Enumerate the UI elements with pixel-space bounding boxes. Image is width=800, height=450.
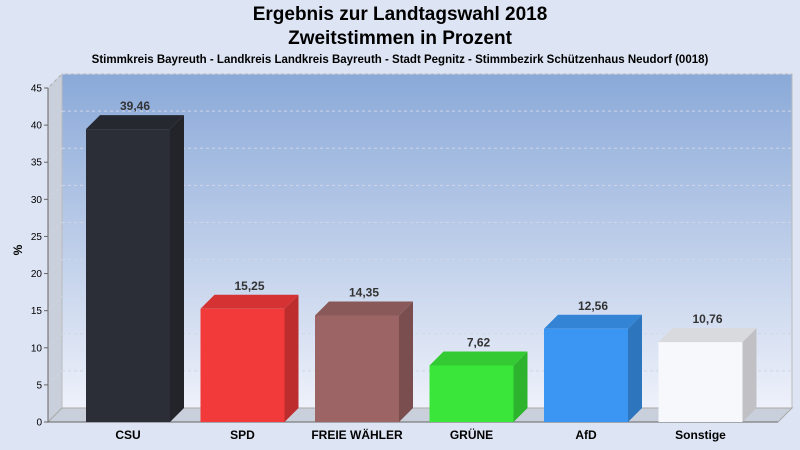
chart-caption: Stimmkreis Bayreuth - Landkreis Landkrei…	[91, 54, 709, 66]
x-category-label: CSU	[115, 428, 140, 442]
bar-top	[200, 294, 299, 309]
bar-top	[544, 314, 642, 329]
bar-value-label: 7,62	[467, 335, 491, 349]
bar-group: 15,25 SPD	[200, 279, 299, 442]
bar-side	[399, 301, 413, 422]
bar	[658, 342, 743, 422]
plot-left-wall	[47, 72, 63, 424]
bar-side	[742, 328, 757, 422]
bar-value-label: 39,46	[120, 99, 150, 113]
x-category-label: AfD	[575, 428, 597, 442]
bar-side	[170, 115, 184, 422]
y-tick-label: 15	[31, 306, 43, 317]
y-tick-label: 5	[36, 380, 42, 391]
bar-side	[284, 294, 299, 422]
y-tick-label: 10	[31, 343, 43, 354]
y-tick-label: 40	[31, 121, 43, 132]
bar-group: 12,56 AfD	[544, 299, 642, 442]
bar-top	[86, 115, 184, 130]
bar	[200, 308, 285, 422]
bar-group: 7,62 GRÜNE	[429, 335, 528, 442]
bar-top	[658, 328, 757, 343]
bars: 39,46 CSU 15,25 SPD 14,35 FREIE WÄHLER 7,62 GRÜ…	[86, 99, 757, 442]
y-tick-label: 35	[31, 158, 43, 169]
x-category-label: SPD	[230, 428, 255, 442]
bar-group: 10,76 Sonstige	[658, 312, 757, 442]
y-axis-ticks: 0 5 10 15 20 25 30 35 40 45	[31, 84, 48, 429]
chart-subtitle: Zweitstimmen in Prozent	[288, 28, 512, 49]
y-axis-label: %	[11, 244, 25, 255]
chart-title: Ergebnis zur Landtagswahl 2018	[252, 4, 548, 25]
y-tick-label: 0	[36, 418, 42, 429]
bar-group: 14,35 FREIE WÄHLER	[311, 285, 413, 442]
bar-side	[628, 314, 642, 422]
bar-side	[513, 351, 528, 422]
bar-top	[315, 301, 413, 316]
bar-value-label: 10,76	[692, 312, 722, 326]
y-tick-label: 20	[31, 269, 43, 280]
bar	[86, 129, 170, 422]
bar-top	[429, 351, 528, 366]
bar	[315, 315, 399, 422]
y-tick-label: 30	[31, 195, 43, 206]
bar-value-label: 14,35	[349, 285, 379, 299]
x-category-label: GRÜNE	[450, 427, 493, 442]
bar	[544, 328, 628, 422]
bar-value-label: 15,25	[234, 279, 264, 293]
y-tick-label: 45	[31, 84, 43, 95]
x-category-label: FREIE WÄHLER	[311, 427, 403, 442]
bar-group: 39,46 CSU	[86, 99, 184, 442]
y-tick-label: 25	[31, 232, 43, 243]
bar-value-label: 12,56	[578, 299, 608, 313]
bar	[429, 365, 514, 422]
x-category-label: Sonstige	[675, 428, 726, 442]
